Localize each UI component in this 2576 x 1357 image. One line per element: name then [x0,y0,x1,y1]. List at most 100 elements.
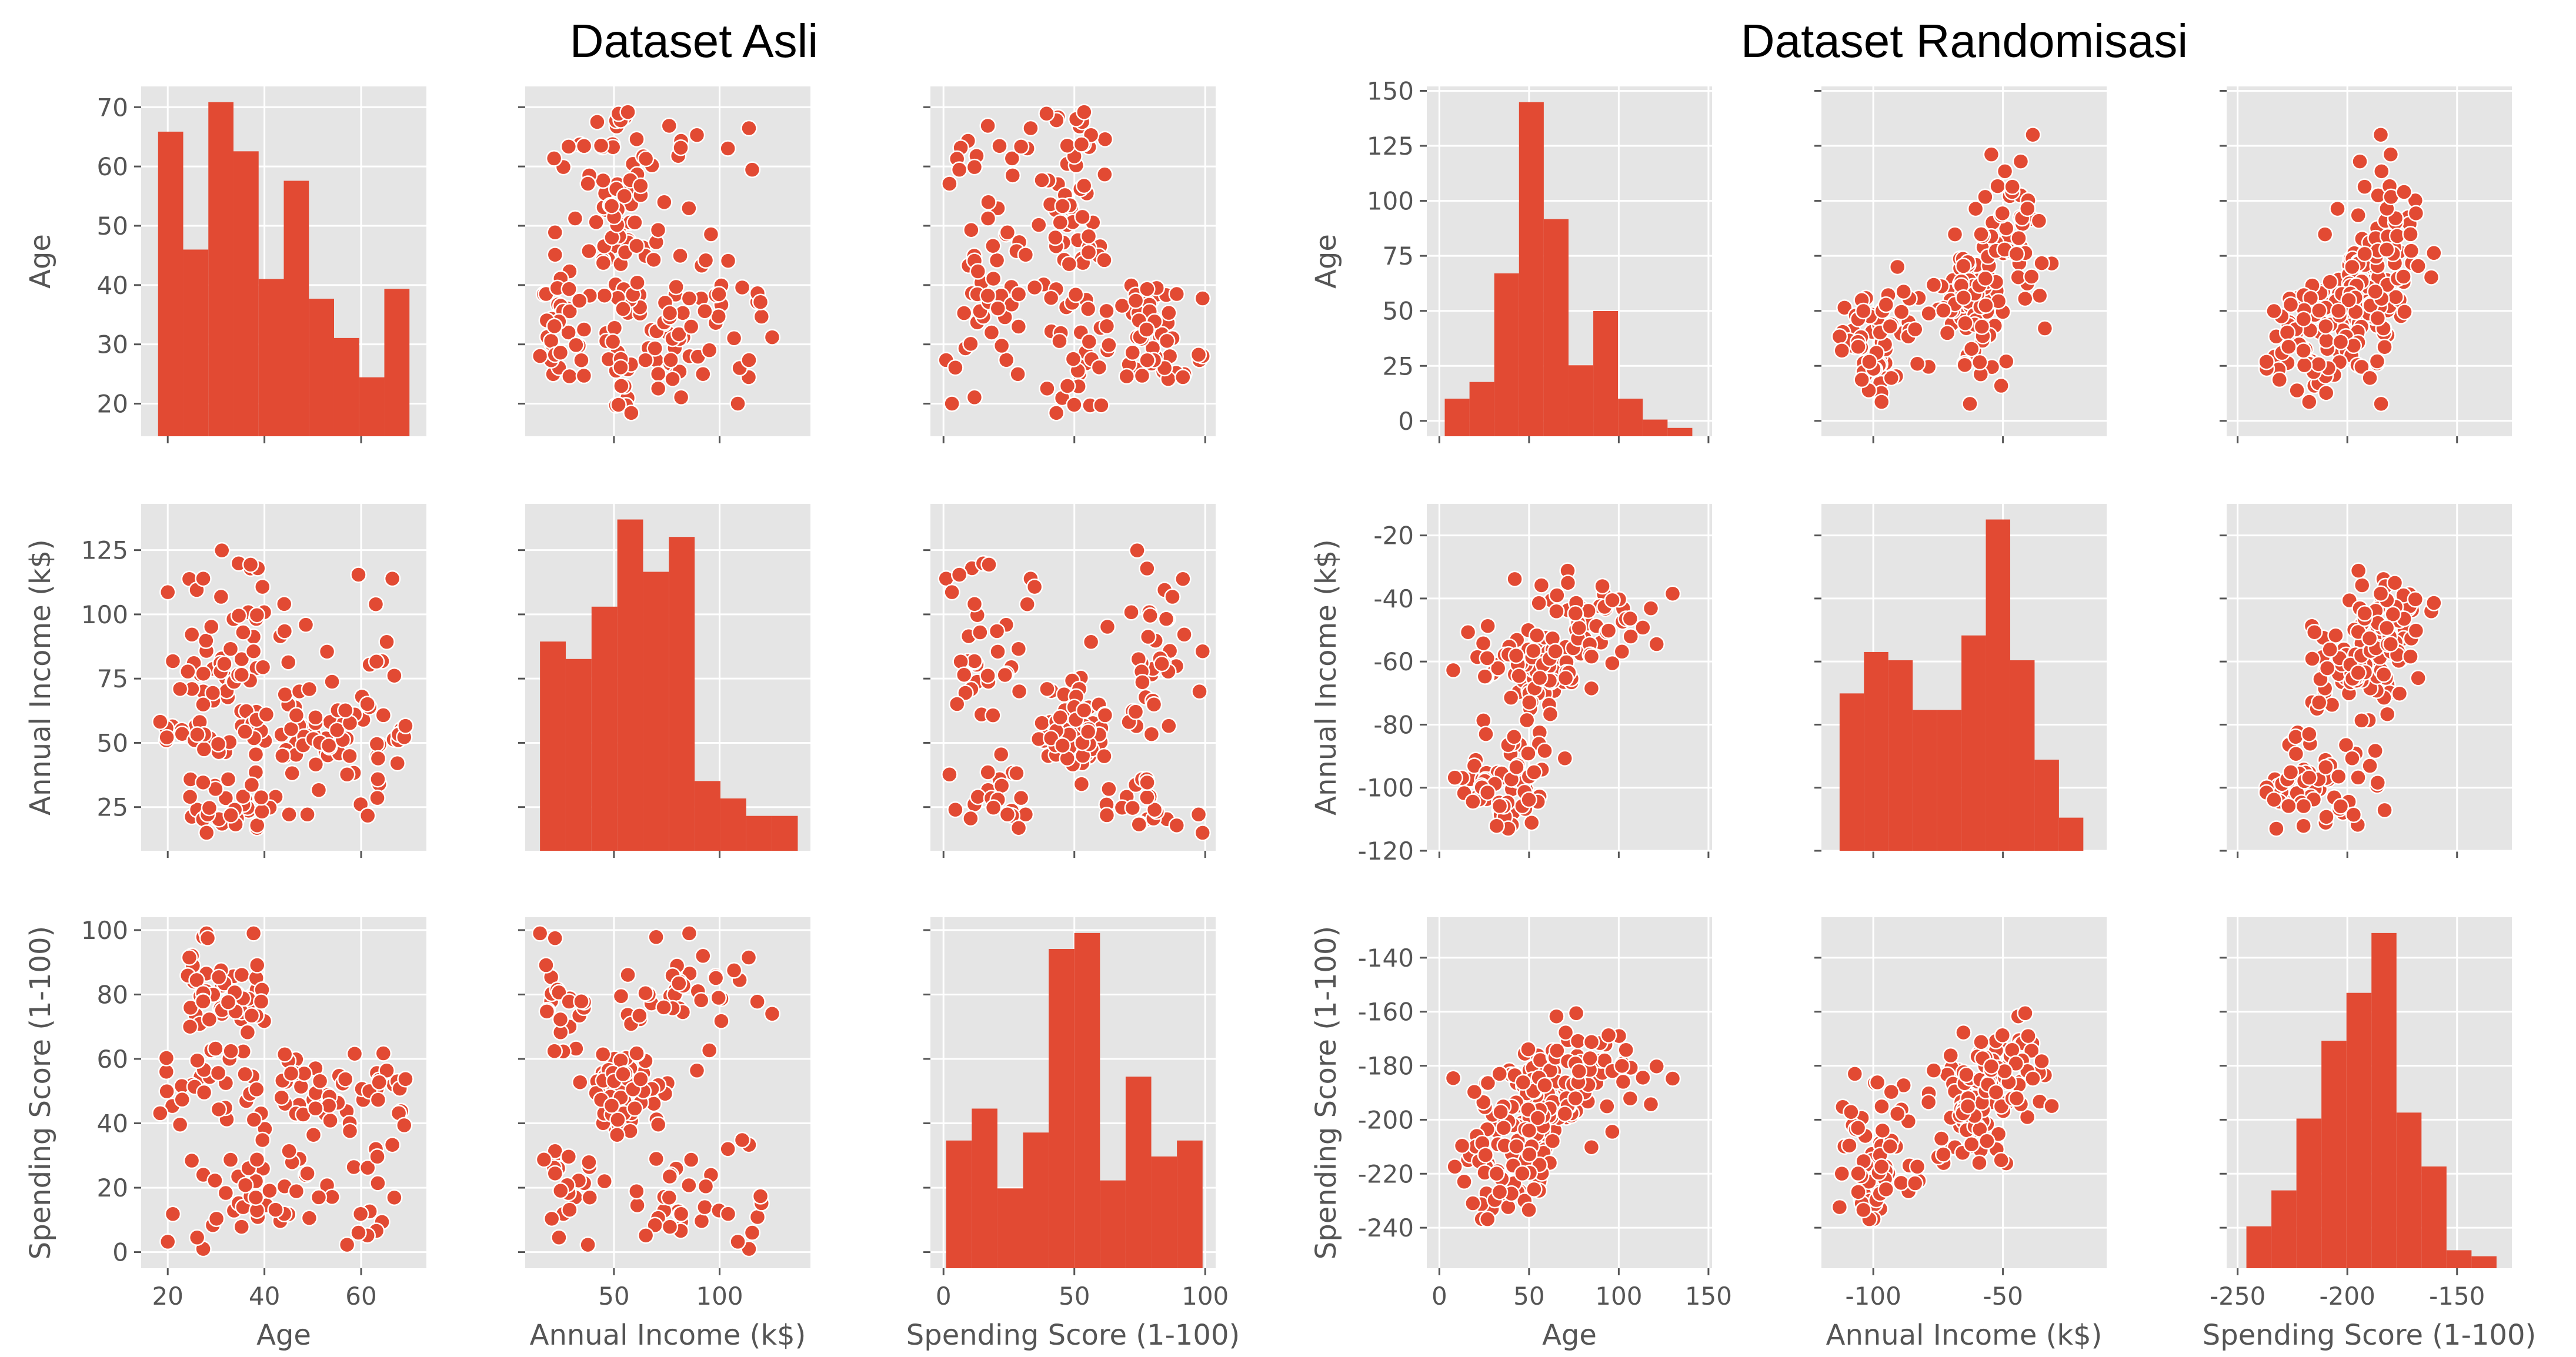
scatter-point [543,1210,560,1228]
scatter-point [2287,728,2304,746]
scatter-point [1556,1105,1574,1122]
scatter-point [1604,1123,1621,1141]
scatter-point [1139,560,1156,577]
scatter-point [230,607,248,624]
scatter-point [560,324,577,341]
scatter-point [1978,1132,1996,1149]
scatter-point [1983,1058,2000,1075]
scatter-point [966,158,983,176]
scatter-point [660,1189,678,1206]
scatter-point [980,193,997,211]
scatter-point [2361,369,2378,387]
scatter-point [2295,356,2313,374]
scatter-point [1526,764,1543,781]
scatter-point [2367,742,2384,760]
scatter-point [1973,226,1990,243]
scatter-point [222,807,239,824]
scatter-point [1134,674,1151,691]
x-tick-label: 60 [345,1282,376,1311]
scatter-point [649,380,667,397]
scatter-point [1133,367,1151,385]
y-axis-label: Annual Income (k$) [24,539,57,815]
scatter-point [1518,711,1536,729]
scatter-point [1174,369,1192,386]
scatter-point [2396,303,2413,320]
scatter-point [696,303,713,320]
scatter-point [596,287,613,304]
scatter-point [546,930,563,947]
scatter-point [2402,648,2419,665]
scatter-point [629,1196,646,1214]
scatter-point [1464,793,1481,810]
scatter-point [1479,1074,1497,1092]
scatter-point [561,367,578,385]
scatter-point [195,696,212,713]
y-tick-label: -20 [1373,522,1414,550]
scatter-point [198,632,215,649]
x-tick-label: 100 [1182,1282,1229,1311]
scatter-point [672,1205,690,1223]
scatter-point [1010,286,1027,303]
scatter-point [1074,208,1091,226]
scatter-point [631,1007,648,1024]
scatter-point [239,1024,256,1041]
scatter-point [531,925,549,942]
scatter-point [1475,712,1492,729]
scatter-point [253,803,271,820]
scatter-point [396,1117,413,1134]
scatter-point [1079,723,1097,740]
scatter-point [282,1065,300,1082]
scatter-point [749,1208,766,1226]
scatter-point [1127,292,1144,309]
scatter-point [710,286,728,303]
scatter-point [947,359,964,376]
scatter-point [1967,200,1984,218]
scatter-point [233,666,250,683]
scatter-point [2301,393,2318,410]
scatter-point [1529,1109,1547,1127]
scatter-point [1491,1065,1508,1082]
histogram-bar [720,798,746,851]
scatter-point [707,970,725,987]
x-tick-label: 50 [1059,1282,1090,1311]
scatter-point [2295,797,2313,815]
scatter-point [375,1045,392,1062]
scatter-point [2295,342,2312,359]
scatter-point [988,623,1006,640]
scatter-point [2356,178,2373,195]
scatter-point [2280,797,2297,815]
scatter-point [318,643,336,660]
scatter-point [1888,1105,1906,1122]
scatter-point [1920,305,1937,322]
scatter-point [1528,627,1546,644]
scatter-point [1010,819,1027,837]
scatter-point [1098,302,1115,320]
scatter-point [254,578,271,596]
scatter-point [1008,764,1025,782]
scatter-point [980,556,997,573]
scatter-point [560,138,578,155]
scatter-point [1073,136,1090,153]
scatter-point [1066,396,1083,413]
scatter-point [2304,650,2321,667]
scatter-point [1938,325,1956,342]
scatter-point [369,1091,387,1108]
scatter-point [158,1082,175,1100]
scatter-point [1933,1130,1950,1147]
scatter-point [2345,806,2363,823]
scatter-point [619,103,636,121]
y-tick-label: 50 [97,728,128,757]
y-tick-label: 80 [97,980,128,1009]
scatter-point [261,1182,278,1199]
scatter-point [181,1018,199,1035]
histogram-bar [1469,382,1494,436]
scatter-point [700,342,718,359]
scatter-point [1194,824,1212,841]
scatter-point [252,993,270,1010]
scatter-point [749,993,766,1010]
scatter-point [2356,245,2373,263]
scatter-point [369,750,387,767]
scatter-point [1906,1175,1924,1192]
title-left: Dataset Asli [570,15,818,67]
histogram-bar [591,606,618,851]
